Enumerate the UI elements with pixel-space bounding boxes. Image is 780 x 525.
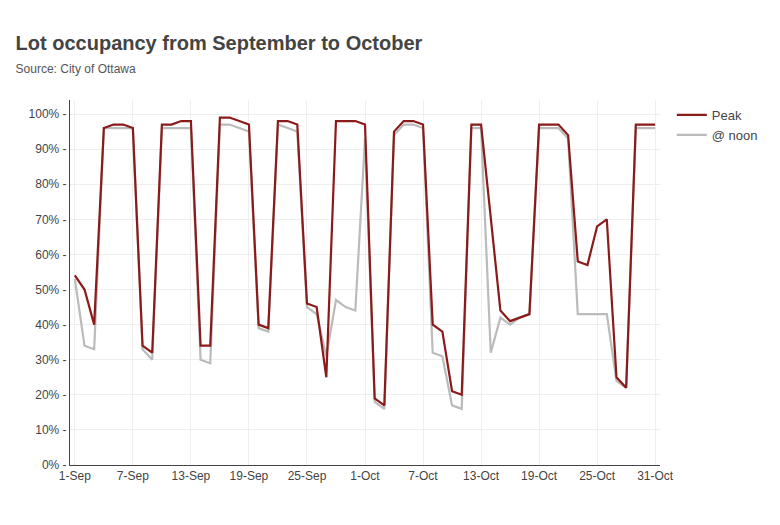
svg-text:0% -: 0% - <box>42 458 67 472</box>
svg-text:1-Oct: 1-Oct <box>350 469 380 483</box>
svg-text:40% -: 40% - <box>35 318 66 332</box>
svg-text:@ noon: @ noon <box>712 128 758 143</box>
svg-text:Lot occupancy from September t: Lot occupancy from September to October <box>16 32 423 54</box>
svg-text:Peak: Peak <box>712 108 742 123</box>
svg-text:19-Oct: 19-Oct <box>521 469 558 483</box>
svg-text:100% -: 100% - <box>29 107 67 121</box>
svg-text:Source: City of Ottawa: Source: City of Ottawa <box>16 62 136 76</box>
svg-text:7-Oct: 7-Oct <box>408 469 438 483</box>
svg-text:7-Sep: 7-Sep <box>117 469 149 483</box>
svg-text:25-Oct: 25-Oct <box>579 469 616 483</box>
svg-text:25-Sep: 25-Sep <box>288 469 327 483</box>
svg-text:20% -: 20% - <box>35 388 66 402</box>
svg-text:80% -: 80% - <box>35 177 66 191</box>
svg-text:60% -: 60% - <box>35 248 66 262</box>
svg-text:13-Sep: 13-Sep <box>172 469 211 483</box>
svg-text:10% -: 10% - <box>35 423 66 437</box>
svg-text:30% -: 30% - <box>35 353 66 367</box>
svg-text:31-Oct: 31-Oct <box>637 469 674 483</box>
svg-text:90% -: 90% - <box>35 142 66 156</box>
svg-text:13-Oct: 13-Oct <box>463 469 500 483</box>
svg-text:50% -: 50% - <box>35 283 66 297</box>
svg-text:1-Sep: 1-Sep <box>59 469 91 483</box>
svg-text:70% -: 70% - <box>35 213 66 227</box>
svg-text:19-Sep: 19-Sep <box>230 469 269 483</box>
